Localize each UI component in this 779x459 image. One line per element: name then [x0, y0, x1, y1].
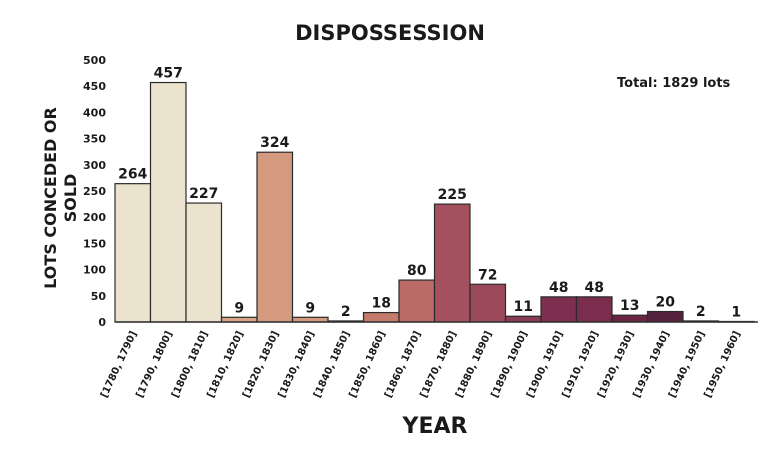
bar — [185, 202, 223, 323]
bar — [646, 310, 684, 323]
y-tick-label: 50 — [91, 290, 107, 303]
x-tick-label: [1780, 1790] — [99, 330, 139, 400]
x-tick-label: [1950, 1960] — [703, 330, 743, 400]
bar-value-label: 324 — [260, 135, 289, 151]
y-axis-label-line-1: LOTS CONCEDED OR — [41, 107, 60, 289]
bar-value-label: 225 — [438, 187, 467, 203]
y-tick-label: 200 — [83, 211, 106, 224]
y-tick-label: 300 — [83, 159, 106, 172]
bar-value-label: 48 — [585, 280, 604, 296]
bar-value-label: 9 — [305, 300, 315, 316]
bars — [114, 81, 755, 323]
bar-value-label: 227 — [189, 186, 218, 202]
y-tick-label: 450 — [83, 80, 106, 93]
bar-value-label: 2 — [341, 304, 351, 320]
bar-value-label: 9 — [234, 300, 244, 316]
bar — [220, 316, 258, 323]
x-tick-label: [1790, 1800] — [135, 330, 175, 400]
bar — [433, 203, 471, 323]
y-tick-label: 500 — [83, 54, 106, 67]
bar-value-label: 13 — [620, 298, 639, 314]
bar — [611, 314, 649, 323]
bar-value-label: 20 — [656, 295, 676, 311]
bar — [504, 315, 542, 323]
y-tick-label: 150 — [83, 237, 106, 250]
bar-value-label: 11 — [514, 299, 533, 315]
bar-value-label: 48 — [549, 280, 568, 296]
y-tick-label: 400 — [83, 106, 106, 119]
x-tick-label: [1930, 1940] — [632, 330, 672, 400]
bar — [362, 311, 400, 323]
total-annotation: Total: 1829 lots — [617, 76, 731, 91]
bar — [575, 296, 613, 323]
value-labels: 264 457 227 9 324 9 2 18 80 225 72 11 48 48 13 20 2 1 — [118, 66, 741, 321]
x-tick-label: [1810, 1820] — [206, 330, 246, 400]
x-tick-label: [1890, 1900] — [490, 330, 530, 400]
bar — [398, 279, 436, 323]
bar-value-label: 18 — [372, 296, 391, 312]
x-tick-label: [1880, 1890] — [454, 330, 494, 400]
y-axis-label-line-2: SOLD — [61, 174, 80, 223]
x-tick-label: [1850, 1860] — [348, 330, 388, 400]
x-axis-ticks: [1780, 1790][1790, 1800][1800, 1810][181… — [99, 330, 743, 400]
y-tick-label: 350 — [83, 133, 106, 146]
bar-value-label: 72 — [478, 267, 497, 283]
chart-title: DISPOSSESSION — [295, 21, 485, 45]
bar — [469, 283, 507, 323]
x-tick-label: [1840, 1850] — [312, 330, 352, 400]
x-tick-label: [1860, 1870] — [383, 330, 423, 400]
x-tick-label: [1900, 1910] — [525, 330, 565, 400]
bar — [114, 183, 152, 323]
bar-value-label: 2 — [696, 304, 706, 320]
x-tick-label: [1910, 1920] — [561, 330, 601, 400]
x-tick-label: [1920, 1930] — [596, 330, 636, 400]
bar-value-label: 457 — [154, 66, 183, 82]
y-axis-ticks: 0 50 100 150 200 250 300 350 400 450 500 — [83, 54, 106, 329]
bar-value-label: 264 — [118, 167, 147, 183]
x-tick-label: [1830, 1840] — [277, 330, 317, 400]
bar-value-label: 1 — [731, 304, 741, 320]
y-tick-label: 0 — [98, 316, 106, 329]
y-tick-label: 250 — [83, 185, 106, 198]
x-tick-label: [1800, 1810] — [170, 330, 210, 400]
x-tick-label: [1940, 1950] — [667, 330, 707, 400]
bar — [256, 151, 294, 323]
x-axis-label: YEAR — [402, 414, 468, 439]
y-tick-label: 100 — [83, 264, 106, 277]
bar — [149, 81, 187, 323]
x-tick-label: [1870, 1880] — [419, 330, 459, 400]
y-axis-label: LOTS CONCEDED OR SOLD — [41, 107, 80, 289]
bar — [291, 316, 329, 323]
bar-value-label: 80 — [407, 263, 427, 279]
bar — [540, 296, 578, 323]
x-tick-label: [1820, 1830] — [241, 330, 281, 400]
